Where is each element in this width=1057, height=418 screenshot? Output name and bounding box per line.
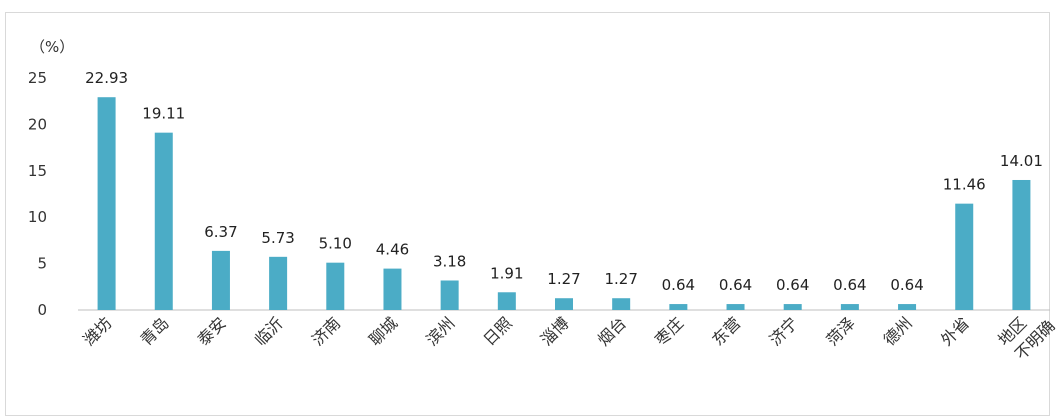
- bar-value-label: 6.37: [204, 223, 237, 241]
- bar-value-label: 3.18: [433, 252, 466, 270]
- bar-value-label: 0.64: [890, 276, 923, 294]
- bar-value-label: 1.27: [604, 270, 637, 288]
- y-tick-label: 15: [28, 162, 47, 180]
- bar: [726, 304, 745, 310]
- y-tick-label: 20: [28, 115, 47, 133]
- category-label: 济宁: [765, 313, 801, 349]
- bar: [955, 203, 974, 310]
- y-tick-label: 10: [28, 208, 47, 226]
- bar: [154, 132, 173, 310]
- bar-value-label: 11.46: [943, 176, 986, 194]
- bar-value-label: 5.73: [261, 229, 294, 247]
- category-label: 枣庄: [651, 313, 687, 349]
- bar-value-label: 4.46: [376, 241, 409, 259]
- bar-value-label: 0.64: [776, 276, 809, 294]
- bar: [555, 298, 573, 310]
- bar: [326, 262, 345, 310]
- bar: [383, 268, 402, 310]
- category-label: 滨州: [422, 313, 458, 349]
- bar-value-label: 14.01: [1000, 152, 1043, 170]
- bars: [97, 97, 1031, 311]
- category-label: 临沂: [251, 313, 287, 349]
- y-axis: 0 5 10 15 20 25: [28, 69, 47, 319]
- bar: [783, 304, 802, 310]
- bar-value-label: 0.64: [662, 276, 695, 294]
- y-tick-label: 5: [37, 255, 47, 273]
- bar: [898, 304, 917, 310]
- bar-value-label: 5.10: [319, 235, 352, 253]
- category-label: 济南: [308, 313, 344, 349]
- category-label: 青岛: [137, 313, 173, 349]
- bar: [1012, 179, 1031, 310]
- category-label: 烟台: [594, 313, 630, 349]
- bar: [97, 97, 116, 311]
- category-label: 泰安: [194, 313, 230, 349]
- category-label: 聊城: [365, 313, 401, 349]
- bar: [497, 292, 516, 310]
- bar-value-label: 0.64: [833, 276, 866, 294]
- unit-label: （%）: [30, 38, 74, 56]
- y-tick-label: 0: [37, 301, 47, 319]
- value-labels: 22.93 19.11 6.37 5.73 5.10 4.46 3.18 1.91 1.27 1.…: [85, 69, 1043, 294]
- bar-value-label: 1.91: [490, 264, 523, 282]
- chart-frame: [5, 12, 1050, 416]
- bar-value-label: 19.11: [142, 105, 185, 123]
- bar: [269, 256, 288, 310]
- category-label: 菏泽: [823, 313, 859, 349]
- category-label: 东营: [708, 313, 744, 349]
- category-label: 外省: [937, 313, 973, 349]
- bar-value-label: 0.64: [719, 276, 752, 294]
- bar: [211, 250, 230, 310]
- bar-value-label: 22.93: [85, 69, 128, 87]
- y-tick-label: 25: [28, 69, 47, 87]
- category-label: 潍坊: [79, 313, 115, 349]
- bar: [669, 304, 688, 310]
- category-label: 日照: [480, 313, 516, 349]
- bar-value-label: 1.27: [547, 270, 580, 288]
- bar: [840, 304, 859, 310]
- bar: [612, 298, 631, 310]
- category-label: 淄博: [537, 313, 573, 349]
- bar: [440, 280, 459, 310]
- category-label: 德州: [880, 313, 916, 349]
